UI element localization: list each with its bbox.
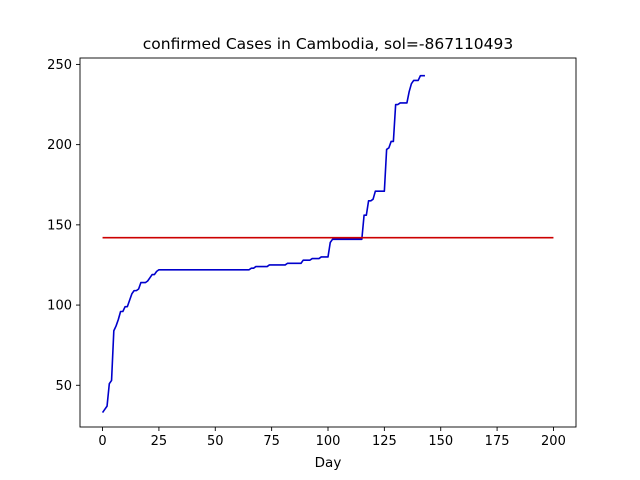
x-tick-label: 150 xyxy=(428,434,453,449)
x-tick-label: 75 xyxy=(263,434,280,449)
x-tick-label: 175 xyxy=(485,434,510,449)
x-tick-label: 125 xyxy=(372,434,397,449)
x-tick-label: 100 xyxy=(316,434,341,449)
series-line-0 xyxy=(101,74,425,414)
chart-title: confirmed Cases in Cambodia, sol=-867110… xyxy=(143,35,514,53)
y-tick-label: 50 xyxy=(55,379,72,394)
y-tick-label: 250 xyxy=(47,58,72,73)
plot-area: 0 25 50 75 100 125 150 175 200 50 100 150 200 250 xyxy=(47,57,577,449)
x-tick-label: 0 xyxy=(98,434,106,449)
y-tick-label: 100 xyxy=(47,299,72,314)
x-tick-label: 25 xyxy=(151,434,168,449)
x-axis-label: Day xyxy=(315,455,342,471)
y-tick-label: 200 xyxy=(47,138,72,153)
x-tick-label: 200 xyxy=(541,434,566,449)
y-tick-label: 150 xyxy=(47,218,72,233)
x-tick-label: 50 xyxy=(207,434,224,449)
